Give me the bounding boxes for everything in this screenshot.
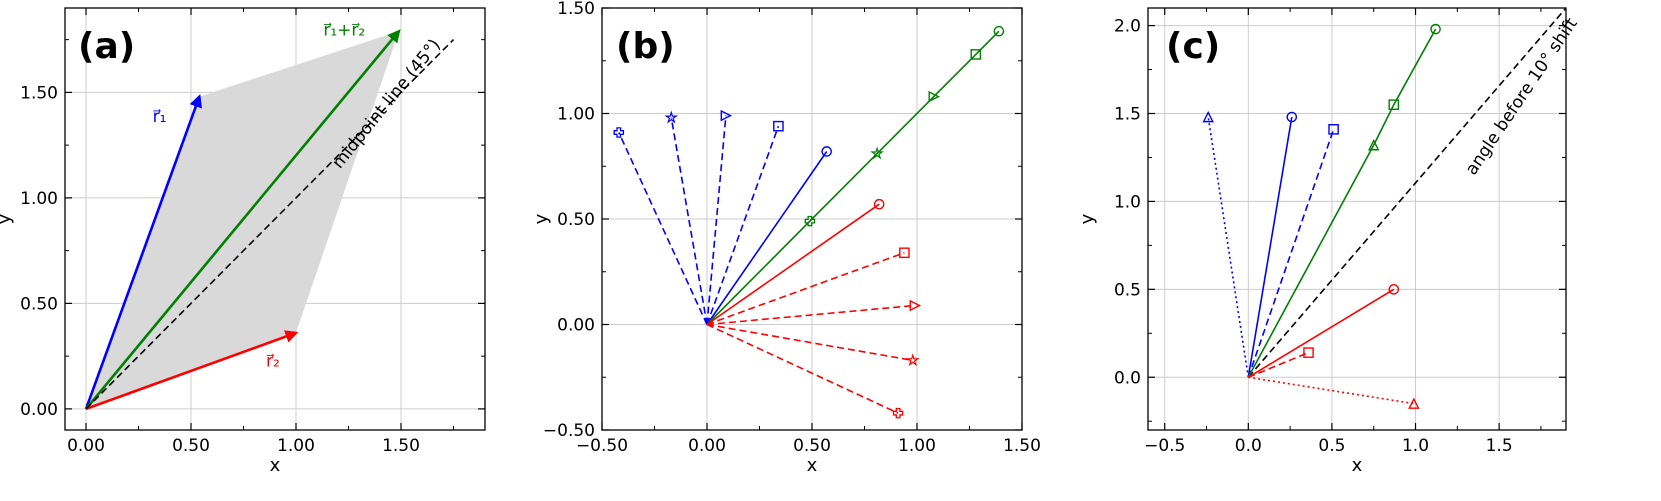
data-point-marker bbox=[720, 109, 733, 122]
x-tick-label: 1.50 bbox=[1003, 436, 1041, 456]
data-point-marker bbox=[873, 198, 885, 210]
series-line-8 bbox=[706, 252, 905, 326]
series-line-1 bbox=[706, 151, 828, 325]
y-tick-label: 0.50 bbox=[20, 294, 58, 314]
annotation-label: r⃗₁+r⃗₂ bbox=[323, 20, 365, 40]
series-line-4 bbox=[1207, 116, 1250, 378]
y-tick-label: −0.50 bbox=[543, 421, 595, 441]
series-line-8 bbox=[1248, 376, 1414, 405]
y-tick-label: 1.50 bbox=[20, 83, 58, 103]
series-line-7 bbox=[706, 203, 880, 326]
x-tick-label: −0.50 bbox=[576, 436, 628, 456]
data-point-marker bbox=[993, 25, 1005, 37]
data-point-marker bbox=[1286, 111, 1298, 123]
series-line-1 bbox=[84, 94, 202, 410]
y-tick-label: 1.00 bbox=[557, 105, 595, 125]
series-line-1 bbox=[1247, 7, 1567, 378]
x-tick-label: 0.50 bbox=[793, 436, 831, 456]
series-line-6 bbox=[706, 30, 1000, 326]
series-line-6 bbox=[1247, 288, 1395, 378]
data-point-marker bbox=[870, 146, 884, 160]
series-line-3 bbox=[706, 115, 727, 325]
series-line-3 bbox=[1247, 129, 1335, 378]
x-axis-label: x bbox=[270, 455, 281, 476]
plot-frame bbox=[64, 7, 486, 431]
series-line-3 bbox=[84, 29, 401, 410]
y-tick-label: 0.5 bbox=[1114, 280, 1141, 300]
x-tick-label: 1.5 bbox=[1486, 436, 1513, 456]
plot-frame bbox=[1147, 7, 1567, 431]
x-tick-label: 0.50 bbox=[172, 436, 210, 456]
y-tick-label: 0.50 bbox=[557, 210, 595, 230]
data-point-marker bbox=[899, 247, 910, 259]
y-axis-label: y bbox=[531, 213, 552, 224]
y-tick-label: 2.0 bbox=[1114, 17, 1141, 37]
panel-label: (c) bbox=[1166, 26, 1220, 67]
data-point-marker bbox=[1408, 397, 1420, 409]
y-tick-label: 0.00 bbox=[20, 400, 58, 420]
y-tick-label: 0.00 bbox=[557, 316, 595, 336]
series-line-2 bbox=[85, 330, 299, 411]
x-tick-label: 1.00 bbox=[277, 436, 315, 456]
x-tick-label: 0.5 bbox=[1318, 436, 1345, 456]
y-axis-label: y bbox=[1077, 213, 1098, 224]
data-point-marker bbox=[1367, 138, 1380, 151]
x-tick-label: 0.00 bbox=[688, 436, 726, 456]
series-line-4 bbox=[670, 117, 708, 325]
data-point-marker bbox=[1328, 124, 1339, 135]
annotation-label: angle before 10° shift bbox=[1462, 14, 1582, 179]
data-point-marker bbox=[892, 407, 904, 419]
series-line-9 bbox=[706, 304, 915, 326]
series-line-5 bbox=[618, 132, 708, 325]
series-line-10 bbox=[706, 323, 913, 362]
data-point-marker bbox=[905, 353, 920, 367]
annotation-label: r⃗₁ bbox=[153, 107, 167, 127]
panel-c: −0.5 0.0 0.5 1.0 1.5 0.0 0.5 1.0 1.5 2.0 x y (c) angl… bbox=[1077, 7, 1582, 476]
y-tick-label: 1.50 bbox=[557, 0, 595, 19]
x-tick-label: 1.50 bbox=[382, 436, 420, 456]
data-point-marker bbox=[773, 120, 784, 132]
x-tick-label: −0.5 bbox=[1144, 436, 1185, 456]
panel-b: −0.50 0.00 0.50 1.00 1.50 −0.50 0.00 0.50 1.00 1.… bbox=[531, 0, 1041, 476]
x-tick-label: 1.00 bbox=[898, 436, 936, 456]
data-point-marker bbox=[804, 215, 816, 227]
series-line-5 bbox=[1247, 28, 1437, 378]
data-point-marker bbox=[1430, 23, 1441, 35]
data-point-marker bbox=[664, 110, 679, 124]
data-point-marker bbox=[970, 49, 982, 60]
x-axis-label: x bbox=[807, 455, 818, 476]
x-tick-label: 1.0 bbox=[1402, 436, 1429, 456]
y-tick-label: 1.0 bbox=[1114, 192, 1141, 212]
data-point-marker bbox=[1388, 284, 1400, 295]
panel-label: (b) bbox=[616, 26, 675, 67]
data-point-marker bbox=[1303, 347, 1314, 358]
series-line-4 bbox=[85, 39, 455, 410]
data-point-marker bbox=[1202, 110, 1214, 123]
data-point-marker bbox=[909, 299, 922, 312]
y-tick-label: 1.5 bbox=[1114, 105, 1141, 125]
series-line-11 bbox=[706, 323, 899, 414]
x-axis-label: x bbox=[1352, 455, 1363, 476]
y-tick-label: 0.0 bbox=[1114, 368, 1141, 388]
data-point-marker bbox=[928, 90, 940, 103]
data-point-marker bbox=[613, 127, 625, 138]
panel-a: 0.00 0.50 1.00 1.50 0.00 0.50 1.00 1.50 x y (a) r⃗₁… bbox=[0, 7, 486, 476]
annotation-label: r⃗₂ bbox=[266, 352, 280, 372]
data-point-marker bbox=[821, 146, 833, 157]
x-tick-label: 0.0 bbox=[1235, 436, 1262, 456]
series-line-2 bbox=[706, 125, 780, 325]
series-line-2 bbox=[1247, 116, 1293, 378]
x-tick-label: 0.00 bbox=[67, 436, 105, 456]
series-line-7 bbox=[1247, 351, 1309, 379]
data-point-marker bbox=[1388, 99, 1400, 111]
panel-label: (a) bbox=[78, 26, 135, 67]
y-tick-label: 1.00 bbox=[20, 189, 58, 209]
y-axis-label: y bbox=[0, 213, 15, 224]
